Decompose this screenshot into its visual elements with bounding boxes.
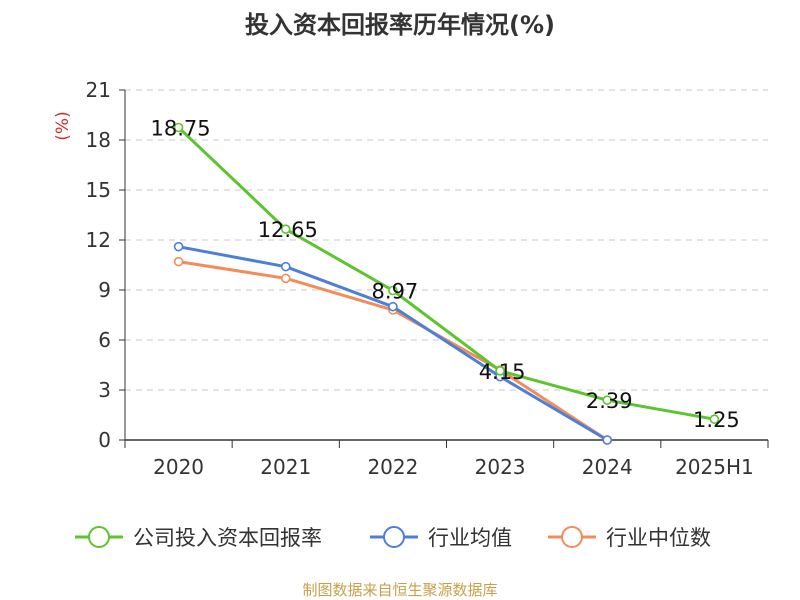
y-tick-label: 18: [86, 128, 111, 152]
data-label: 18.75: [151, 117, 211, 141]
series-line-0: [177, 126, 715, 421]
series-point-1-0: [173, 241, 184, 252]
legend-item-0[interactable]: 公司投入资本回报率: [75, 526, 322, 550]
data-label: 1.25: [693, 408, 740, 432]
data-label: 4.15: [479, 360, 526, 384]
y-tick-label: 21: [86, 78, 111, 102]
series-point-0-3: [495, 366, 505, 376]
legend-item-2[interactable]: 行业中位数: [548, 526, 711, 550]
x-tick-label-2025H1: 2025H1: [675, 455, 754, 479]
series-point-0-1: [280, 224, 291, 234]
grid-lines: [125, 89, 768, 391]
series-point-1-1: [280, 261, 291, 272]
legend-label-1: 行业均值: [428, 526, 512, 550]
y-axis-unit: (%): [53, 111, 73, 140]
legend-marker-0: [88, 526, 110, 548]
source-note: 制图数据来自恒生聚源数据库: [302, 581, 497, 599]
legend-label-0: 公司投入资本回报率: [133, 526, 322, 550]
y-tick-label: 6: [98, 328, 111, 352]
x-tick-labels: 2020 2021 2022 2023 2024 2025H1: [153, 455, 754, 479]
x-tick-label-2022: 2022: [367, 455, 418, 479]
data-labels: 18.75 12.65 8.97 4.15 2.39 1.25: [151, 117, 740, 433]
x-tick-label-2024: 2024: [582, 455, 633, 479]
series-point-0-2: [388, 285, 398, 296]
series-1: [173, 241, 613, 445]
legend-marker-2: [561, 526, 583, 548]
series-point-0-4: [602, 395, 613, 405]
series-point-0-0: [173, 122, 184, 133]
data-label: 12.65: [258, 218, 318, 242]
legend-item-1[interactable]: 行业均值: [370, 526, 512, 550]
y-tick-label: 3: [98, 378, 111, 402]
axes: [119, 89, 769, 448]
y-tick-labels: 0 3 6 9 12 15 18 21: [86, 78, 111, 452]
legend[interactable]: 公司投入资本回报率 行业均值 行业中位数: [75, 526, 711, 550]
series-line-1: [178, 245, 609, 442]
y-tick-label: 9: [98, 278, 111, 302]
series-point-0-5: [709, 414, 720, 424]
series-point-1-2: [388, 301, 398, 312]
series-0: [173, 122, 720, 424]
x-tick-label-2023: 2023: [475, 455, 526, 479]
y-tick-label: 15: [86, 178, 111, 202]
y-tick-label: 12: [86, 228, 111, 252]
chart-title: 投入资本回报率历年情况(%): [245, 11, 555, 39]
series-lines: [173, 122, 720, 445]
series-point-2-0: [173, 256, 184, 267]
data-label: 2.39: [586, 389, 633, 413]
y-tick-label: 0: [98, 428, 111, 452]
series-point-1-4: [602, 435, 613, 445]
legend-marker-1: [383, 526, 405, 548]
data-label: 8.97: [372, 280, 419, 304]
x-tick-label-2021: 2021: [260, 455, 311, 479]
x-tick-label-2020: 2020: [153, 455, 204, 479]
legend-label-2: 行业中位数: [606, 526, 711, 550]
series-point-2-1: [280, 273, 291, 284]
